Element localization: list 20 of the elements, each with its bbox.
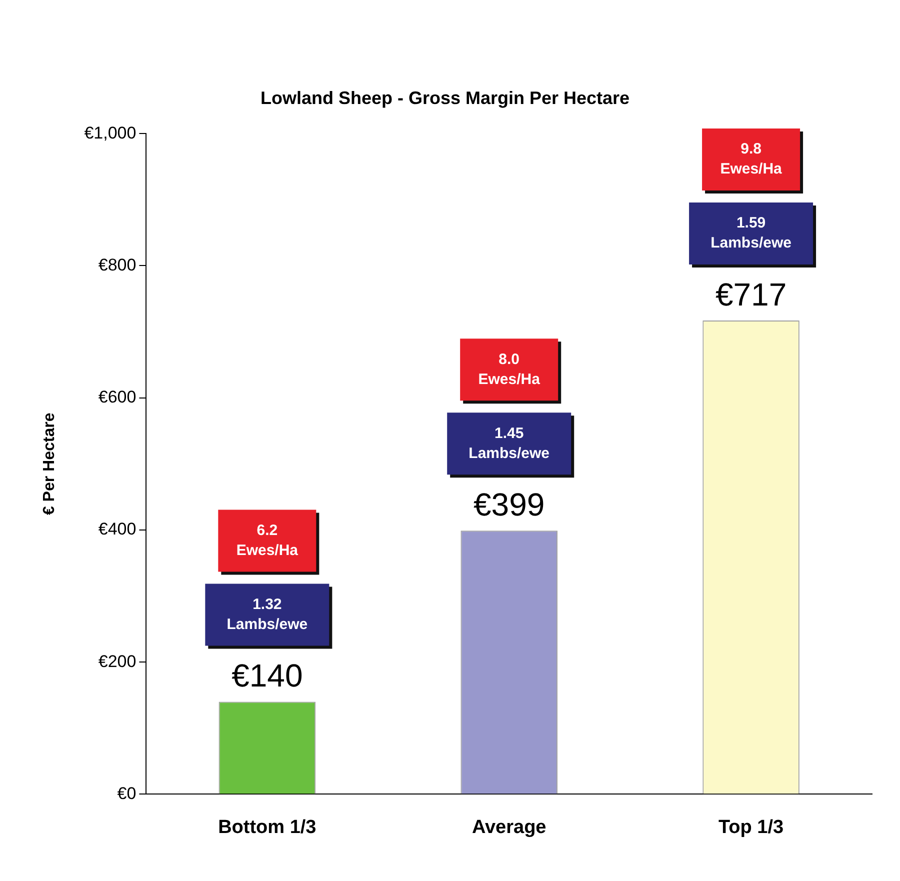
annotation: 9.8 Ewes/Ha <box>720 140 783 178</box>
y-tick-label: €200 <box>98 652 136 671</box>
annotation: 6.2 Ewes/Ha <box>236 522 299 559</box>
data-label: €717 <box>715 276 787 312</box>
y-axis-title: € Per Hectare <box>41 412 58 516</box>
chart-title: Lowland Sheep - Gross Margin Per Hectare <box>260 88 630 108</box>
x-tick-label: Bottom 1/3 <box>218 816 316 838</box>
annotation: 1.45 Lambs/ewe <box>468 424 550 462</box>
y-tick-label: €1,000 <box>84 123 136 142</box>
annotation: 1.32 Lambs/ewe <box>226 596 308 633</box>
x-tick-label: Average <box>472 816 546 838</box>
annotation: 8.0 Ewes/Ha <box>478 350 541 388</box>
y-tick-label: €600 <box>98 388 136 407</box>
data-label: €399 <box>474 486 545 522</box>
y-tick-label: €0 <box>117 784 136 803</box>
y-tick-label: €800 <box>98 255 136 274</box>
y-tick-label: €400 <box>98 520 136 539</box>
data-label: €140 <box>232 658 303 694</box>
annotation: 1.59 Lambs/ewe <box>710 214 792 252</box>
x-tick-label: Top 1/3 <box>718 816 784 838</box>
